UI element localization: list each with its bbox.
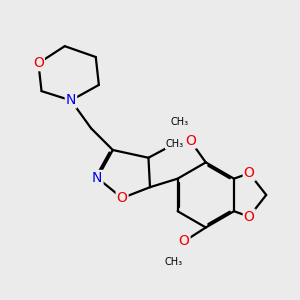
Text: O: O	[33, 56, 44, 70]
Text: O: O	[244, 166, 255, 180]
Text: O: O	[179, 234, 190, 248]
Text: N: N	[66, 93, 76, 107]
Text: CH₃: CH₃	[164, 256, 182, 267]
Text: N: N	[92, 171, 103, 185]
Text: O: O	[117, 191, 128, 205]
Text: O: O	[244, 210, 255, 224]
Text: CH₃: CH₃	[170, 117, 188, 127]
Text: CH₃: CH₃	[166, 139, 184, 149]
Text: O: O	[185, 134, 196, 148]
